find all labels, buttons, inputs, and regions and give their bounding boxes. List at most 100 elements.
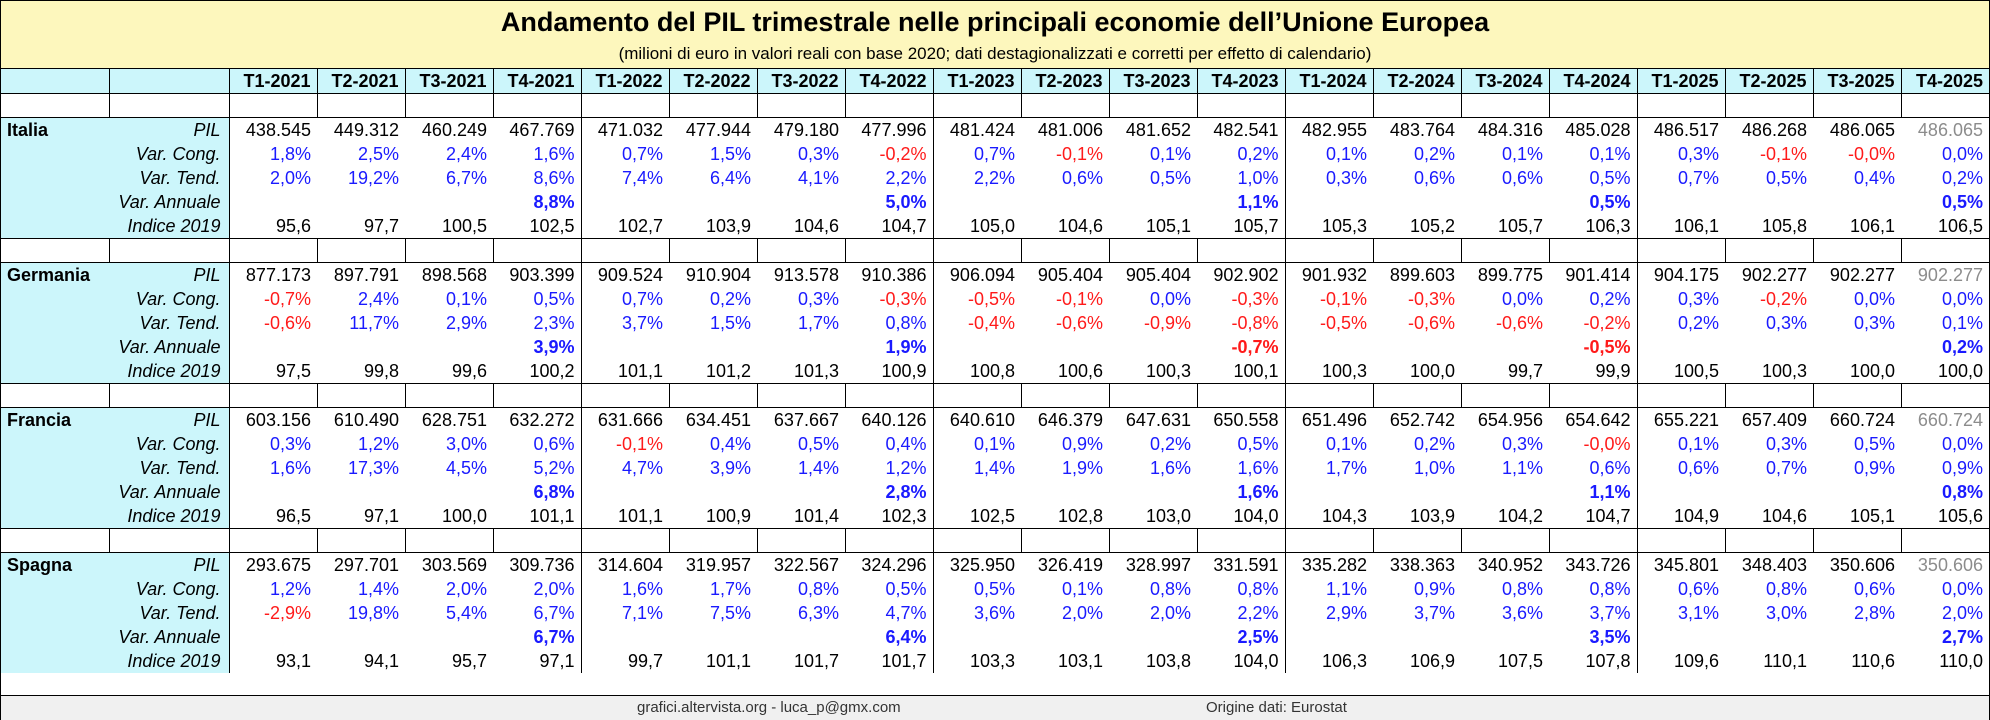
data-cell: 102,5 (932, 504, 1021, 529)
data-cell: 350.606 (1917, 555, 1983, 575)
separator-cell (492, 383, 581, 408)
data-cell: 486.268 (1741, 120, 1807, 140)
data-cell: 1,8% (228, 142, 317, 166)
data-cell (1636, 190, 1725, 214)
data-cell: 0,3% (1853, 313, 1895, 333)
separator-cell (1548, 238, 1637, 263)
data-cell: 484.316 (1477, 120, 1543, 140)
data-cell: 905.404 (1125, 265, 1191, 285)
data-cell: -0,5% (932, 287, 1021, 311)
data-cell: 0,8% (797, 579, 839, 599)
data-cell: 1,1% (1501, 458, 1543, 478)
data-cell: 0,4% (1853, 168, 1895, 188)
data-cell: 101,7 (793, 651, 839, 671)
separator-cell (1724, 93, 1813, 118)
table-row: Var. Annuale 8,8% 5,0% 1,1% 0,5% 0,5% (1, 190, 1989, 214)
data-cell: 1,6% (533, 144, 575, 164)
data-cell: 2,3% (533, 313, 575, 333)
data-cell: -0,1% (1284, 287, 1373, 311)
data-cell (1109, 335, 1197, 359)
separator-cell (932, 383, 1021, 408)
data-cell: 6,7% (445, 168, 487, 188)
data-cell: -0,6% (228, 311, 317, 335)
separator-cell (228, 383, 317, 408)
data-cell: 2,4% (445, 144, 487, 164)
data-cell: 4,1% (797, 168, 839, 188)
separator-cell (1108, 238, 1197, 263)
data-cell: 902.902 (1213, 265, 1279, 285)
separator-cell (580, 238, 669, 263)
data-cell: 95,6 (228, 214, 317, 239)
data-cell: 99,9 (1595, 361, 1631, 381)
data-cell: -0,5% (1284, 311, 1373, 335)
data-cell: 0,1% (1589, 144, 1631, 164)
data-cell: 0,8% (1237, 579, 1279, 599)
data-cell: 640.610 (932, 407, 1021, 432)
country-name: Italia (1, 117, 109, 142)
data-cell: 101,4 (793, 506, 839, 526)
data-cell: 901.932 (1284, 262, 1373, 287)
data-cell: 0,7% (932, 142, 1021, 166)
data-cell: 101,1 (580, 359, 669, 384)
data-cell: 646.379 (1037, 410, 1103, 430)
data-cell: 101,3 (793, 361, 839, 381)
data-cell: 0,2% (1237, 144, 1279, 164)
data-cell: 106,3 (1284, 649, 1373, 673)
data-cell: 7,5% (709, 603, 751, 623)
separator-cell (404, 383, 493, 408)
data-cell: 6,4% (709, 168, 751, 188)
data-cell: 0,3% (797, 289, 839, 309)
separator-cell (1372, 383, 1461, 408)
data-cell: 7,4% (580, 166, 669, 190)
data-cell: 0,3% (797, 144, 839, 164)
data-cell: 1,9% (885, 337, 927, 357)
data-cell: 0,4% (709, 434, 751, 454)
data-cell: 0,1% (1501, 144, 1543, 164)
data-cell: 100,5 (1636, 359, 1725, 384)
data-cell: 1,4% (932, 456, 1021, 480)
data-cell: 438.545 (228, 117, 317, 142)
data-cell: 102,5 (529, 216, 575, 236)
separator-cell (1636, 238, 1725, 263)
data-cell: 482.541 (1213, 120, 1279, 140)
metric-label: Var. Tend. (109, 601, 229, 625)
data-cell: 660.724 (1829, 410, 1895, 430)
separator-cell (1372, 528, 1461, 553)
data-cell: 0,8% (1941, 482, 1983, 502)
column-header-quarter: T1-2023 (932, 69, 1021, 94)
separator-cell (1460, 238, 1549, 263)
separator-cell (668, 383, 757, 408)
data-cell (1284, 335, 1373, 359)
data-cell: 104,2 (1497, 506, 1543, 526)
data-cell: 0,8% (1149, 579, 1191, 599)
data-cell: 2,9% (1284, 601, 1373, 625)
separator-cell (932, 528, 1021, 553)
data-cell: 102,3 (881, 506, 927, 526)
data-cell: 0,6% (533, 434, 575, 454)
column-header-quarter: T3-2025 (1812, 69, 1901, 94)
data-cell: 0,3% (1765, 313, 1807, 333)
data-cell: 2,0% (1061, 603, 1103, 623)
separator-cell (756, 93, 845, 118)
data-cell: 326.419 (1037, 555, 1103, 575)
separator-cell (316, 93, 405, 118)
country-name (1, 287, 109, 311)
data-cell: 460.249 (421, 120, 487, 140)
separator-cell (1812, 93, 1901, 118)
data-cell: 17,3% (347, 458, 399, 478)
data-cell: 105,0 (932, 214, 1021, 239)
data-cell: 910.904 (685, 265, 751, 285)
separator-cell (1372, 93, 1461, 118)
data-cell: 102,8 (1057, 506, 1103, 526)
data-cell: 657.409 (1741, 410, 1807, 430)
data-cell (580, 480, 669, 504)
data-cell: 632.272 (509, 410, 575, 430)
country-name (1, 359, 109, 384)
data-cell: 0,2% (1636, 311, 1725, 335)
data-cell: 105,6 (1937, 506, 1983, 526)
data-cell: 1,4% (357, 579, 399, 599)
separator-cell (1, 238, 109, 263)
data-cell: 105,8 (1761, 216, 1807, 236)
metric-label: Indice 2019 (109, 214, 229, 239)
table-row: Var. Tend. 1,6% 17,3% 4,5% 5,2% 4,7% 3,9% 1,4% 1… (1, 456, 1989, 480)
